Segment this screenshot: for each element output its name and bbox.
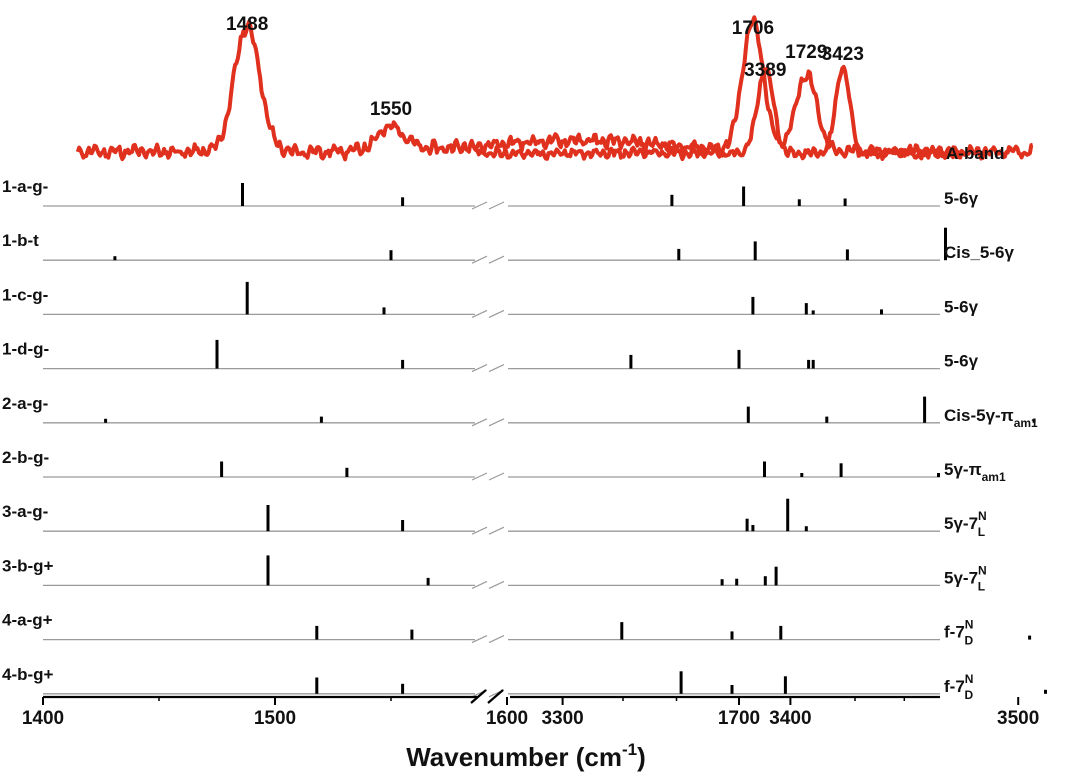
peak-label-3389: 3389	[744, 60, 786, 81]
conformer-row-1-c-g: 1-c-g- 5-6γ	[2, 281, 979, 318]
x-tick-label-1600: 1600	[486, 708, 528, 729]
conformer-row-2-a-g: 2-a-g- Cis-5γ-πam1	[2, 394, 1038, 430]
axis-break-mark	[471, 309, 488, 318]
peak-label-1550: 1550	[370, 99, 412, 120]
conformer-name-1-d-g: 1-d-g-	[2, 340, 49, 359]
peak-label-1488: 1488	[226, 14, 268, 35]
conformer-row-4-a-g: 4-a-g+ f-7N D	[2, 611, 1032, 648]
conformer-name-1-c-g: 1-c-g-	[2, 285, 48, 304]
x-axis-break-mark	[487, 689, 504, 704]
assignment-1-a-g: 5-6γ	[944, 189, 979, 208]
x-tick-label-1500: 1500	[254, 708, 296, 729]
assignment-1-b-t: Cis_5-6γ	[944, 243, 1014, 262]
conformer-rows: 1-a-g- 5-6γ 1-b-t Cis_5-6γ 1-c-g- 5-6γ 1-d-g- 5…	[2, 177, 1047, 702]
x-axis-title: Wavenumber (cm-1)	[406, 740, 646, 772]
axis-break-mark	[488, 364, 505, 373]
x-tick-label-3500: 3500	[997, 708, 1039, 729]
axis-break-mark	[471, 526, 488, 535]
axis-break-mark	[488, 580, 505, 589]
experimental-trace-segment-1	[75, 15, 1034, 162]
axis-break-mark	[471, 472, 488, 481]
assignment-4-b-g: f-7N D	[944, 672, 973, 702]
axis-break-mark	[488, 309, 505, 318]
axis-break-mark	[488, 201, 505, 210]
conformer-name-2-a-g: 2-a-g-	[2, 394, 48, 413]
axis-break-mark	[488, 526, 505, 535]
conformer-name-3-b-g: 3-b-g+	[2, 556, 54, 575]
x-tick-label-3400: 3400	[769, 708, 811, 729]
peak-label-1706: 1706	[732, 18, 774, 39]
axis-break-mark	[471, 580, 488, 589]
conformer-name-2-b-g: 2-b-g-	[2, 448, 49, 467]
assignment-1-d-g: 5-6γ	[944, 352, 979, 371]
axis-break-mark	[471, 201, 488, 210]
experimental-series-label: A-band	[946, 144, 1005, 163]
assignment-2-a-g: Cis-5γ-πam1	[944, 406, 1038, 430]
axis-break-mark	[488, 255, 505, 264]
conformer-name-1-b-t: 1-b-t	[2, 231, 39, 250]
conformer-name-4-a-g: 4-a-g+	[2, 611, 53, 630]
conformer-name-4-b-g: 4-b-g+	[2, 665, 54, 684]
peak-label-1729: 1729	[785, 42, 827, 63]
conformer-row-3-b-g: 3-b-g+ 5γ-7N L	[2, 555, 987, 593]
assignment-3-b-g: 5γ-7N L	[944, 563, 987, 593]
axis-break-mark	[471, 255, 488, 264]
x-axis-break-mark	[470, 689, 487, 704]
assignment-3-a-g: 5γ-7N L	[944, 509, 987, 539]
x-tick-label-1700: 1700	[718, 708, 760, 729]
assignment-1-c-g: 5-6γ	[944, 297, 979, 316]
conformer-row-1-d-g: 1-d-g- 5-6γ	[2, 340, 979, 373]
conformer-row-1-a-g: 1-a-g- 5-6γ	[2, 177, 979, 210]
conformer-name-1-a-g: 1-a-g-	[2, 177, 48, 196]
x-tick-label-1400: 1400	[22, 708, 64, 729]
axis-break-mark	[471, 418, 488, 427]
axis-break-mark	[488, 635, 505, 644]
assignment-2-b-g: 5γ-πam1	[944, 460, 1006, 484]
conformer-row-1-b-t: 1-b-t Cis_5-6γ	[2, 227, 1014, 264]
axis-break-mark	[471, 364, 488, 373]
peak-label-3423: 3423	[822, 44, 864, 65]
conformer-row-3-a-g: 3-a-g- 5γ-7N L	[2, 498, 987, 539]
axis-break-mark	[488, 418, 505, 427]
experimental-spectrum: A-band	[75, 15, 1034, 163]
axis-break-mark	[471, 635, 488, 644]
conformer-name-3-a-g: 3-a-g-	[2, 502, 48, 521]
axis-break-mark	[488, 472, 505, 481]
experimental-trace-segment-2	[475, 64, 962, 162]
x-tick-label-3300: 3300	[541, 708, 583, 729]
assignment-4-a-g: f-7N D	[944, 618, 973, 648]
conformer-row-2-b-g: 2-b-g- 5γ-πam1	[2, 448, 1006, 484]
x-axis: 1400 1500 1600 1700 3300 3400 3500	[22, 689, 1039, 729]
